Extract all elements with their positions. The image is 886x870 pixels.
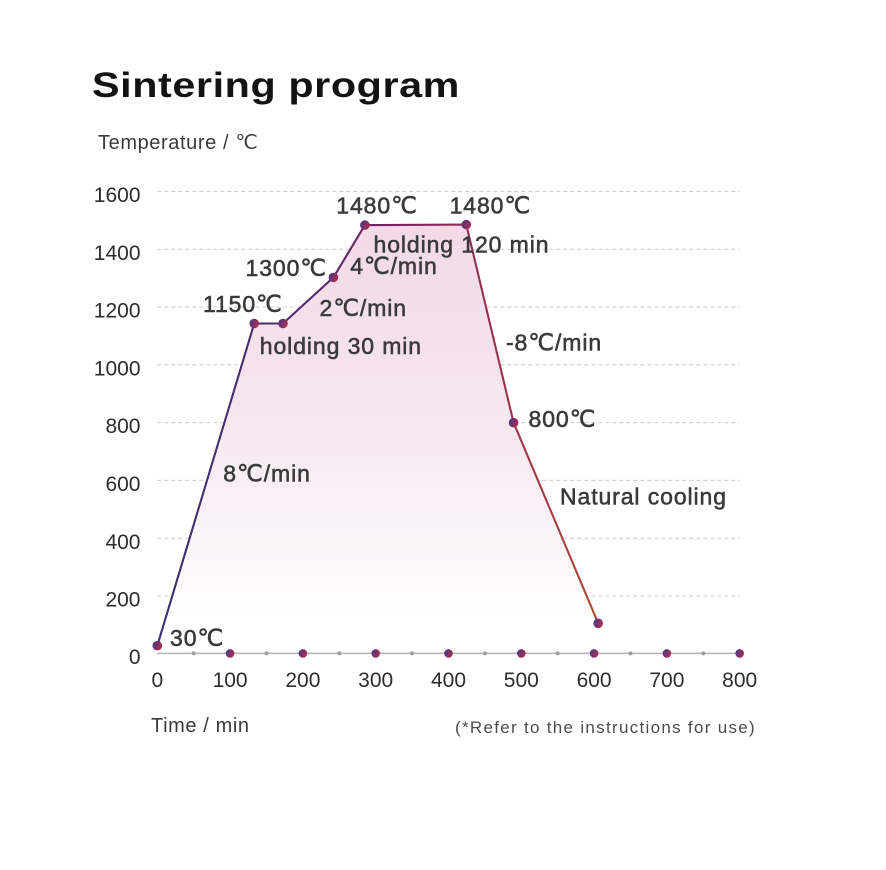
- svg-text:1400: 1400: [94, 242, 141, 265]
- svg-text:1480℃: 1480℃: [450, 193, 531, 219]
- svg-text:500: 500: [504, 669, 539, 692]
- svg-text:Time / min: Time / min: [151, 715, 250, 737]
- svg-text:1300℃: 1300℃: [246, 255, 328, 281]
- svg-text:1150℃: 1150℃: [203, 291, 283, 317]
- svg-text:800: 800: [722, 669, 757, 692]
- svg-text:1480℃: 1480℃: [336, 193, 418, 219]
- svg-text:200: 200: [285, 669, 320, 692]
- svg-text:1200: 1200: [94, 300, 141, 323]
- svg-text:400: 400: [105, 531, 140, 554]
- svg-text:0: 0: [129, 646, 141, 669]
- svg-text:600: 600: [105, 473, 140, 496]
- svg-text:200: 200: [105, 589, 140, 612]
- svg-text:Natural cooling: Natural cooling: [560, 484, 727, 510]
- svg-text:400: 400: [431, 669, 466, 692]
- svg-text:1000: 1000: [94, 357, 141, 380]
- svg-text:holding 30 min: holding 30 min: [260, 333, 422, 359]
- svg-text:Temperature / ℃: Temperature / ℃: [98, 132, 258, 154]
- svg-text:2℃/min: 2℃/min: [320, 295, 407, 321]
- svg-text:800℃: 800℃: [529, 406, 597, 432]
- svg-text:1600: 1600: [94, 184, 141, 207]
- svg-text:300: 300: [358, 669, 393, 692]
- svg-text:-8℃/min: -8℃/min: [506, 329, 602, 355]
- svg-text:4℃/min: 4℃/min: [350, 253, 437, 279]
- svg-text:8℃/min: 8℃/min: [223, 460, 310, 486]
- svg-text:700: 700: [649, 669, 684, 692]
- svg-text:800: 800: [105, 415, 140, 438]
- svg-text:holding 120 min: holding 120 min: [374, 232, 550, 258]
- svg-text:600: 600: [577, 669, 612, 692]
- svg-text:100: 100: [213, 669, 248, 692]
- svg-text:30℃: 30℃: [170, 625, 224, 651]
- svg-text:0: 0: [151, 669, 163, 692]
